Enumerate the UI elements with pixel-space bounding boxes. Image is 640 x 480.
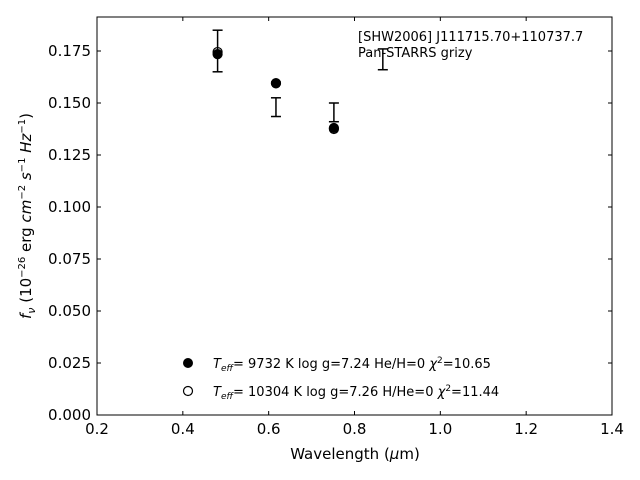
y-axis-label: fν (10−26 erg cm−2 s−1 Hz−1) xyxy=(17,113,38,319)
y-tick-label: 0.125 xyxy=(48,146,91,164)
x-tick-label: 1.4 xyxy=(600,420,624,438)
x-tick-label: 0.6 xyxy=(257,420,281,438)
y-tick-label: 0.050 xyxy=(48,302,91,320)
data-marks xyxy=(212,29,388,135)
legend-entry-2: Teff= 10304 K log g=7.26 H/He=0 χ2=11.44 xyxy=(213,384,499,402)
annotation-line-2: Pan-STARRS grizy xyxy=(358,46,473,61)
annotation-line-1: [SHW2006] J111715.70+110737.7 xyxy=(358,30,583,45)
model-point-open xyxy=(270,78,282,89)
y-tick-label: 0.025 xyxy=(48,354,91,372)
legend-entry-1: Teff= 9732 K log g=7.24 He/H=0 χ2=10.65 xyxy=(213,356,491,374)
x-tick-label: 1.2 xyxy=(514,420,538,438)
legend-marker-filled xyxy=(183,358,193,368)
model-point-open xyxy=(212,46,223,58)
y-tick-label: 0.150 xyxy=(48,94,91,112)
x-tick-label: 0.8 xyxy=(343,420,367,438)
x-tick-label: 0.4 xyxy=(171,420,195,438)
plot-frame xyxy=(96,16,613,416)
legend: Teff= 9732 K log g=7.24 He/H=0 χ2=10.65 … xyxy=(182,356,499,402)
x-axis-label: Wavelength (μm) xyxy=(290,445,420,463)
y-tick-label: 0.075 xyxy=(48,250,91,268)
x-tick-label: 0.2 xyxy=(85,420,109,438)
axis-ticks: 0.2 0.4 0.6 0.8 1.0 1.2 1.4 0.000 0.025 0.050 0.07… xyxy=(48,17,624,438)
y-tick-label: 0.000 xyxy=(48,406,91,424)
y-tick-label: 0.100 xyxy=(48,198,91,216)
y-tick-label: 0.175 xyxy=(48,42,91,60)
x-tick-label: 1.0 xyxy=(428,420,452,438)
model-point-filled xyxy=(212,49,223,60)
model-point-open xyxy=(328,123,339,135)
legend-marker-open xyxy=(182,385,194,397)
